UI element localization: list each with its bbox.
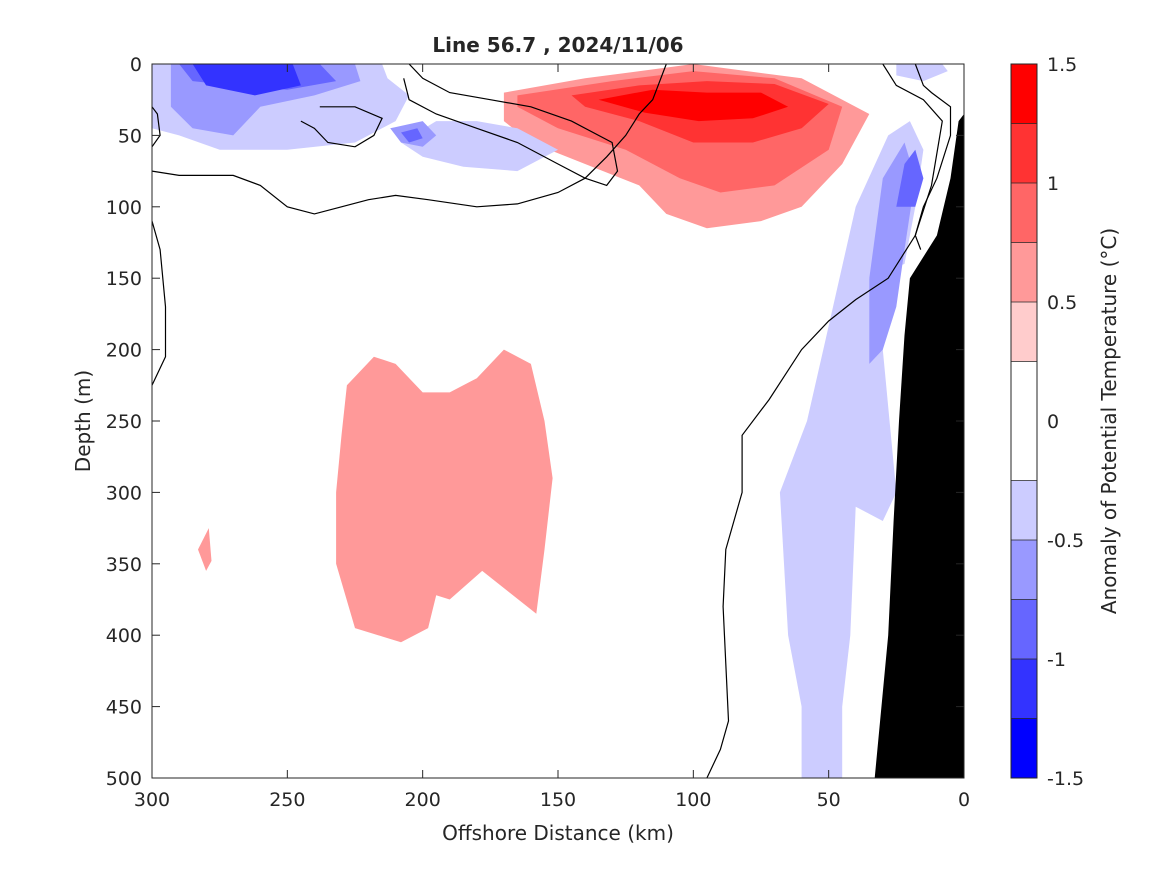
plot-area bbox=[151, 63, 965, 779]
zero-contour-3 bbox=[403, 64, 619, 187]
anomaly-region-16 bbox=[401, 128, 423, 143]
y-tick-label: 450 bbox=[106, 697, 142, 719]
y-tick-label: 0 bbox=[130, 54, 142, 76]
zero-contour-layer bbox=[152, 64, 952, 778]
zero-contour-6 bbox=[914, 64, 952, 250]
colorbar-tick-label: -1 bbox=[1047, 649, 1066, 671]
y-axis: 0 50 100 150 200 250 300 350 400 450 500 bbox=[106, 54, 964, 790]
zero-contour-1 bbox=[152, 64, 667, 215]
anomaly-region-1 bbox=[336, 349, 553, 643]
colorbar-swatch-9 bbox=[1011, 659, 1037, 719]
x-tick-label: 300 bbox=[134, 789, 170, 811]
y-tick-label: 400 bbox=[106, 625, 142, 647]
colorbar-swatch-1 bbox=[1011, 123, 1037, 183]
colorbar-tick-label: 0 bbox=[1047, 411, 1059, 433]
colorbar-swatch-0 bbox=[1011, 64, 1037, 124]
y-axis-label: Depth (m) bbox=[71, 370, 95, 472]
colorbar-swatch-3 bbox=[1011, 242, 1037, 302]
y-tick-label: 500 bbox=[106, 768, 142, 790]
y-tick-label: 200 bbox=[106, 340, 142, 362]
zero-contour-0 bbox=[152, 106, 161, 148]
colorbar-tick-label: -1.5 bbox=[1047, 768, 1084, 790]
anomaly-region-17 bbox=[896, 64, 948, 82]
colorbar-tick-label: -0.5 bbox=[1047, 530, 1084, 552]
y-tick-label: 300 bbox=[106, 482, 142, 504]
x-tick-label: 50 bbox=[817, 789, 841, 811]
x-tick-label: 0 bbox=[958, 789, 970, 811]
colorbar-tick-label: 1 bbox=[1047, 173, 1059, 195]
colorbar-swatch-7 bbox=[1011, 540, 1037, 600]
colorbar-tick-label: 1.5 bbox=[1047, 54, 1077, 76]
x-tick-label: 250 bbox=[269, 789, 305, 811]
colorbar-swatch-4 bbox=[1011, 302, 1037, 362]
zero-contour-4 bbox=[152, 220, 167, 386]
x-tick-label: 200 bbox=[405, 789, 441, 811]
anomaly-fill-layer bbox=[152, 64, 948, 778]
y-tick-label: 100 bbox=[106, 197, 142, 219]
colorbar-tick-label: 0.5 bbox=[1047, 292, 1077, 314]
colorbar-swatch-6 bbox=[1011, 480, 1037, 540]
anomaly-region-3 bbox=[449, 746, 613, 778]
y-tick-label: 350 bbox=[106, 554, 142, 576]
x-tick-label: 150 bbox=[540, 789, 576, 811]
y-tick-label: 150 bbox=[106, 268, 142, 290]
anomaly-region-18 bbox=[779, 121, 924, 778]
colorbar: 1.5 1 0.5 0 -0.5 -1 -1.5 bbox=[1010, 54, 1084, 790]
colorbar-swatch-10 bbox=[1011, 718, 1037, 778]
anomaly-region-14 bbox=[401, 121, 558, 172]
x-axis: 300 250 200 150 100 50 0 bbox=[134, 64, 970, 811]
anomaly-region-8 bbox=[598, 89, 789, 122]
colorbar-swatch-5 bbox=[1011, 361, 1037, 481]
x-tick-label: 100 bbox=[675, 789, 711, 811]
zero-contour-5 bbox=[706, 64, 943, 778]
colorbar-swatch-2 bbox=[1011, 183, 1037, 243]
colorbar-label: Anomaly of Potential Temperature (°C) bbox=[1097, 228, 1121, 614]
colorbar-swatch-8 bbox=[1011, 599, 1037, 659]
chart-title: Line 56.7 , 2024/11/06 bbox=[432, 33, 683, 57]
y-tick-label: 50 bbox=[118, 125, 142, 147]
anomaly-region-20 bbox=[896, 149, 924, 207]
land-mask-layer bbox=[874, 114, 964, 778]
zero-contour-2 bbox=[300, 106, 383, 148]
land-mask bbox=[874, 114, 964, 778]
x-axis-label: Offshore Distance (km) bbox=[442, 821, 674, 845]
anomaly-region-13 bbox=[192, 64, 301, 96]
anomaly-region-2 bbox=[198, 528, 212, 571]
y-tick-label: 250 bbox=[106, 411, 142, 433]
